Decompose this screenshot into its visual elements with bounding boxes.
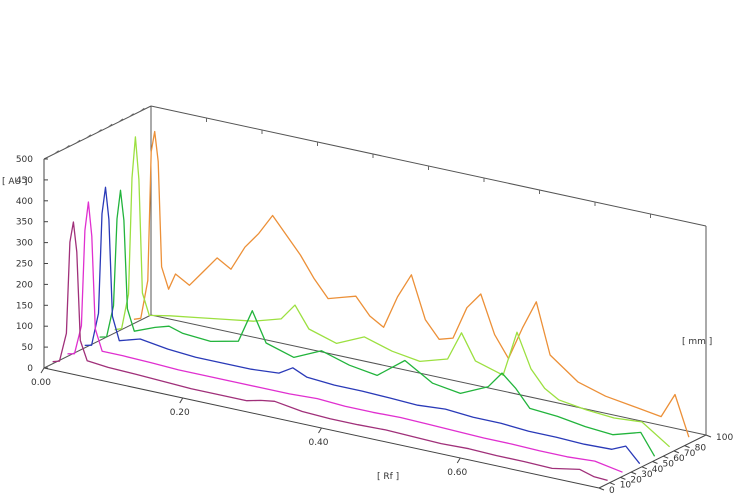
z-tick-label: 0 xyxy=(609,486,615,496)
y-tick-label: 450 xyxy=(16,176,33,186)
floor-back-edge xyxy=(150,314,707,436)
z-tick-mark xyxy=(598,487,605,491)
chart-box-frame xyxy=(43,105,707,489)
side-edge-minor-tick xyxy=(54,150,60,155)
y-tick-label: 200 xyxy=(16,280,33,290)
z-tick-mark xyxy=(630,471,637,475)
side-edge-minor-tick xyxy=(65,144,70,149)
series-line xyxy=(114,136,671,448)
side-edge-minor-tick xyxy=(97,129,102,133)
x-tick-mark xyxy=(40,367,45,374)
x-tick-label: 0.60 xyxy=(447,468,467,478)
series-line xyxy=(52,221,608,482)
side-edge-minor-tick xyxy=(107,123,113,128)
z-tick-mark xyxy=(705,434,712,438)
z-tick-mark xyxy=(620,476,626,480)
z-tick-mark xyxy=(609,482,615,486)
z-tick-mark xyxy=(652,461,658,464)
y-tick-label: 100 xyxy=(16,322,33,332)
side-edge-minor-tick xyxy=(129,113,134,117)
series-line xyxy=(99,189,656,457)
x-tick-label: 0.40 xyxy=(308,438,328,448)
x-tick-label: 0.00 xyxy=(31,378,51,388)
series-line xyxy=(84,186,641,465)
series-line xyxy=(133,130,690,438)
y-tick-label: 150 xyxy=(16,301,33,311)
z-axis-label: [ mm ] xyxy=(682,337,712,347)
y-tick-label: 50 xyxy=(22,343,34,353)
x-tick-mark xyxy=(179,397,184,404)
z-tick-mark xyxy=(673,450,680,454)
side-edge-minor-tick xyxy=(86,134,92,139)
z-tick-label: 10 xyxy=(620,481,632,491)
y-tick-label: 500 xyxy=(16,155,33,165)
x-tick-label: 0.20 xyxy=(170,408,190,418)
z-tick-label: 100 xyxy=(716,433,733,443)
side-edge-minor-tick xyxy=(75,139,81,144)
z-tick-mark xyxy=(641,466,647,470)
y-tick-label: 350 xyxy=(16,218,33,228)
side-edge-minor-tick xyxy=(118,118,124,123)
z-tick-label: 80 xyxy=(695,444,707,454)
y-tick-label: 250 xyxy=(16,260,33,270)
floor-back-left-edge xyxy=(43,314,152,369)
z-tick-label: 60 xyxy=(673,454,685,464)
x-axis-ticks: 0.00 0.20 0.40 0.60 xyxy=(31,367,468,478)
z-tick-label: 50 xyxy=(663,460,675,470)
z-tick-label: 70 xyxy=(684,449,696,459)
z-tick-label: 40 xyxy=(652,465,664,475)
x-tick-mark xyxy=(318,427,322,434)
z-tick-label: 20 xyxy=(630,475,642,485)
y-tick-label: 0 xyxy=(27,364,33,374)
z-tick-mark xyxy=(663,455,669,459)
x-tick-mark xyxy=(456,457,461,464)
y-tick-label: 300 xyxy=(16,239,33,249)
side-edge-minor-tick xyxy=(140,107,145,112)
z-tick-label: 30 xyxy=(641,470,653,480)
y-axis-label: [ AU ] xyxy=(2,177,28,187)
series-line xyxy=(67,201,623,473)
x-axis-label: [ Rf ] xyxy=(377,472,399,482)
z-tick-mark xyxy=(684,445,690,449)
y-axis-ticks: 0 50 100 150 200 250 300 350 400 450 500 xyxy=(16,155,48,374)
chart-traces xyxy=(52,130,690,482)
y-tick-label: 400 xyxy=(16,197,33,207)
